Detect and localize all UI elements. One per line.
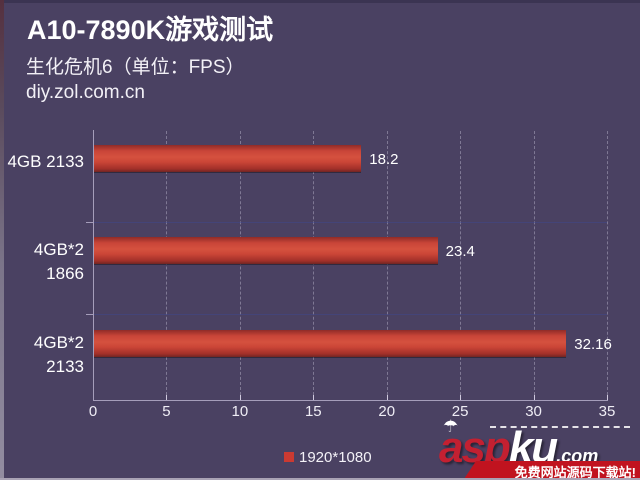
category-label: 4GB*2 1866 [33, 240, 84, 283]
watermark-tagline: 免费网站源码下载站! [514, 465, 636, 480]
x-axis-tick-15 [313, 395, 315, 401]
dashed-line-decoration [490, 426, 630, 428]
y-axis-tick-1 [86, 314, 93, 315]
x-axis-tick-label: 5 [162, 403, 171, 420]
row-separator-0 [94, 222, 607, 223]
gridline-x-15 [313, 131, 315, 400]
bar-4GB 2133 [94, 145, 362, 172]
x-axis-tick-5 [166, 395, 168, 401]
frame-edge-left [0, 0, 4, 480]
bar-value-label: 23.4 [445, 243, 475, 260]
x-axis-tick-label: 0 [88, 403, 98, 420]
frame-edge-top [0, 0, 640, 3]
x-axis-tick-label: 35 [598, 403, 616, 420]
bar-4GB*2 1866 [94, 237, 438, 264]
bar-value-label: 32.16 [574, 336, 612, 353]
gridline-x-20 [386, 131, 388, 400]
legend-label: 1920*1080 [299, 449, 372, 466]
x-axis-tick-label: 10 [231, 403, 249, 420]
y-axis-tick-0 [86, 222, 93, 223]
gridline-x-10 [239, 131, 241, 400]
umbrella-icon: ☂ [443, 417, 459, 436]
x-axis-tick-10 [239, 395, 241, 401]
gridline-x-25 [460, 131, 462, 400]
x-axis-tick-label: 15 [304, 403, 322, 420]
x-axis-line [93, 400, 608, 401]
gridline-x-35 [607, 131, 608, 400]
bar-4GB*2 2133 [94, 330, 567, 357]
row-separator-1 [94, 314, 607, 315]
chart-subtitle: 生化危机6（单位：FPS） [26, 57, 245, 78]
x-axis-tick-label: 20 [378, 403, 396, 420]
x-axis-tick-20 [386, 395, 388, 401]
x-axis-tick-30 [533, 395, 535, 401]
page-title: A10-7890K游戏测试 [27, 15, 274, 45]
x-axis-tick-35 [607, 395, 608, 401]
x-axis-tick-label: 30 [525, 403, 542, 420]
frame-edge-bottom [0, 478, 640, 480]
category-label: 4GB*2 2133 [33, 333, 84, 376]
gridline-x-5 [166, 131, 168, 400]
source-site-label: diy.zol.com.cn [26, 82, 145, 103]
bar-value-label: 18.2 [369, 151, 399, 168]
watermark: ☂ aspku.com 免费网站源码下载站! [435, 417, 640, 479]
x-axis-tick-25 [460, 395, 462, 401]
x-axis-tick-label: 25 [451, 403, 469, 420]
watermark-banner: 免费网站源码下载站! [464, 461, 640, 479]
gridline-x-30 [533, 131, 535, 400]
y-axis-line [93, 130, 94, 400]
category-label: 4GB 2133 [7, 152, 84, 171]
legend-swatch-red [284, 452, 294, 462]
